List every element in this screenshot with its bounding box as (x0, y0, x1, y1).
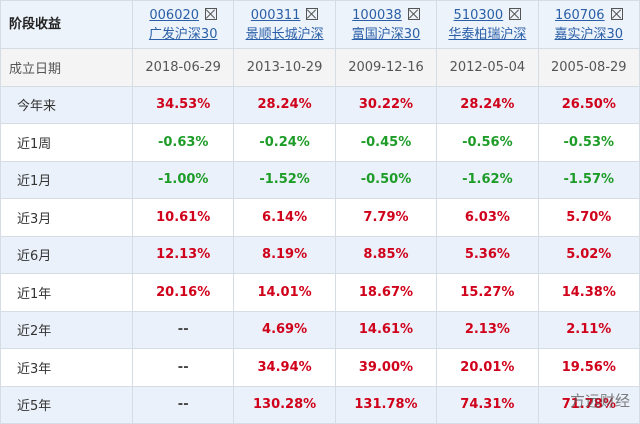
row-label: 近5年 (0, 385, 133, 424)
return-cell: 7.79% (334, 198, 438, 237)
date-cell: 2012-05-04 (436, 48, 539, 87)
return-cell: 10.61% (131, 198, 235, 237)
return-cell: 20.16% (131, 273, 235, 312)
fund-name[interactable]: 华泰柏瑞沪深 (448, 26, 527, 42)
return-cell: 26.50% (537, 85, 640, 124)
fund-code[interactable]: 000311 (250, 7, 301, 23)
date-cell: 2009-12-16 (334, 48, 438, 87)
row-label: 近3月 (0, 198, 133, 237)
row-label: 成立日期 (0, 48, 133, 87)
date-cell: 2013-10-29 (233, 48, 336, 87)
return-cell: 20.01% (436, 348, 539, 387)
close-icon[interactable] (205, 7, 218, 20)
fund-code[interactable]: 006020 (149, 7, 200, 23)
return-cell: -1.52% (233, 160, 336, 199)
return-cell: 5.02% (537, 235, 640, 274)
row-label: 近1年 (0, 273, 133, 312)
return-cell: 2.11% (537, 310, 640, 349)
return-cell: -- (131, 348, 235, 387)
return-cell: 5.70% (537, 198, 640, 237)
row-label: 近1周 (0, 123, 133, 162)
fund-header: 510300 华泰柏瑞沪深 (436, 0, 539, 49)
data-row: 近3年 -- 34.94% 39.00% 20.01% 19.56% (0, 348, 640, 387)
fund-name[interactable]: 广发沪深30 (148, 26, 218, 42)
return-cell: -0.63% (131, 123, 235, 162)
return-cell: -0.56% (436, 123, 539, 162)
return-cell: 5.36% (436, 235, 539, 274)
return-cell: 8.19% (233, 235, 336, 274)
close-icon[interactable] (407, 7, 420, 20)
return-cell: 74.31% (436, 385, 539, 424)
header-label: 阶段收益 (0, 0, 133, 49)
row-label: 近2年 (0, 310, 133, 349)
return-cell: 30.22% (334, 85, 438, 124)
data-row: 近6月 12.13% 8.19% 8.85% 5.36% 5.02% (0, 235, 640, 274)
fund-header: 100038 富国沪深30 (334, 0, 438, 49)
watermark: 方远财经 (569, 392, 630, 410)
fund-header: 000311 景顺长城沪深 (233, 0, 336, 49)
return-cell: 14.01% (233, 273, 336, 312)
return-cell: 12.13% (131, 235, 235, 274)
row-label: 今年来 (0, 85, 133, 124)
return-cell: 130.28% (233, 385, 336, 424)
return-cell: 4.69% (233, 310, 336, 349)
fund-header: 160706 嘉实沪深30 (537, 0, 640, 49)
return-cell: 71.78% (537, 385, 640, 424)
return-cell: -0.24% (233, 123, 336, 162)
data-row: 近1周 -0.63% -0.24% -0.45% -0.56% -0.53% (0, 123, 640, 162)
date-cell: 2018-06-29 (131, 48, 235, 87)
return-cell: -1.57% (537, 160, 640, 199)
fund-name[interactable]: 富国沪深30 (351, 26, 421, 42)
header-row: 阶段收益 006020 广发沪深30 000311 景顺长城沪深 100038 富国沪深3… (0, 0, 640, 49)
return-cell: -1.62% (436, 160, 539, 199)
fund-code[interactable]: 160706 (554, 7, 605, 23)
return-cell: 6.14% (233, 198, 336, 237)
return-cell: 15.27% (436, 273, 539, 312)
data-row: 近1年 20.16% 14.01% 18.67% 15.27% 14.38% (0, 273, 640, 312)
fund-code[interactable]: 510300 (453, 7, 504, 23)
data-row: 近2年 -- 4.69% 14.61% 2.13% 2.11% (0, 310, 640, 349)
date-cell: 2005-08-29 (537, 48, 640, 87)
return-cell: -0.45% (334, 123, 438, 162)
close-icon[interactable] (509, 7, 522, 20)
return-cell: -0.50% (334, 160, 438, 199)
row-label: 近3年 (0, 348, 133, 387)
return-cell: -1.00% (131, 160, 235, 199)
return-cell: 34.94% (233, 348, 336, 387)
row-label: 近6月 (0, 235, 133, 274)
return-cell: 34.53% (131, 85, 235, 124)
table-body: 成立日期 2018-06-29 2013-10-29 2009-12-16 2012-0… (0, 48, 640, 424)
return-cell: 6.03% (436, 198, 539, 237)
data-row: 近1月 -1.00% -1.52% -0.50% -1.62% -1.57% (0, 160, 640, 199)
return-cell: 14.61% (334, 310, 438, 349)
return-cell: -0.53% (537, 123, 640, 162)
return-cell: 18.67% (334, 273, 438, 312)
return-cell: 131.78% (334, 385, 438, 424)
data-row: 近3月 10.61% 6.14% 7.79% 6.03% 5.70% (0, 198, 640, 237)
return-cell: 19.56% (537, 348, 640, 387)
return-cell: 28.24% (436, 85, 539, 124)
close-icon[interactable] (610, 7, 623, 20)
return-cell: 28.24% (233, 85, 336, 124)
data-row: 近5年 -- 130.28% 131.78% 74.31% 71.78% (0, 385, 640, 424)
fund-name[interactable]: 嘉实沪深30 (554, 26, 624, 42)
data-row: 今年来 34.53% 28.24% 30.22% 28.24% 26.50% (0, 85, 640, 124)
row-label: 近1月 (0, 160, 133, 199)
close-icon[interactable] (306, 7, 319, 20)
return-cell: 8.85% (334, 235, 438, 274)
date-row: 成立日期 2018-06-29 2013-10-29 2009-12-16 2012-0… (0, 48, 640, 87)
fund-code[interactable]: 100038 (352, 7, 402, 23)
return-cell: 39.00% (334, 348, 438, 387)
fund-header: 006020 广发沪深30 (131, 0, 235, 49)
fund-name[interactable]: 景顺长城沪深 (245, 26, 324, 42)
return-cell: -- (131, 385, 235, 424)
return-cell: -- (131, 310, 235, 349)
return-cell: 2.13% (436, 310, 539, 349)
return-cell: 14.38% (537, 273, 640, 312)
